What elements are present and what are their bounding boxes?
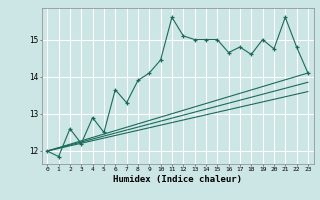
X-axis label: Humidex (Indice chaleur): Humidex (Indice chaleur) bbox=[113, 175, 242, 184]
